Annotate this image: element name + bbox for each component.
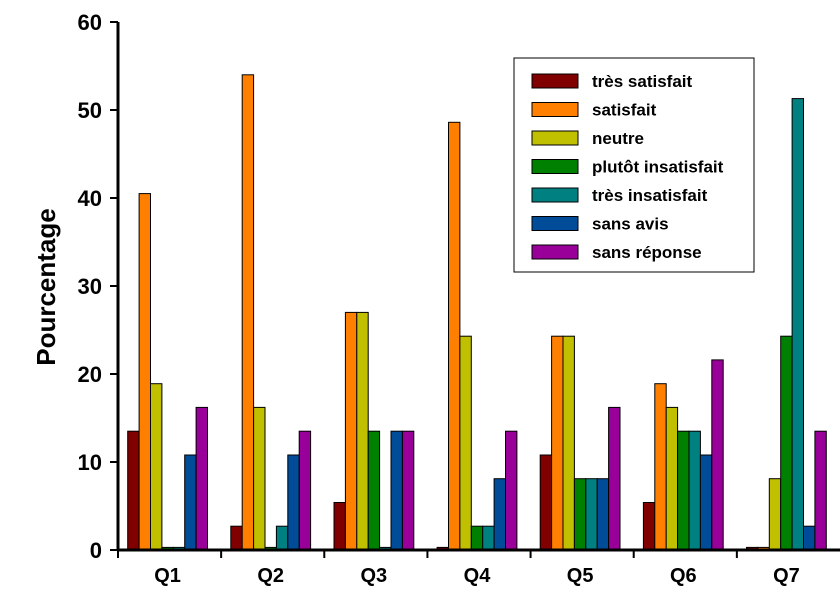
bar	[493, 478, 507, 551]
x-tick-label: Q3	[361, 565, 388, 587]
bar	[711, 359, 724, 551]
bar	[585, 478, 598, 551]
bar	[241, 74, 255, 551]
bar	[803, 525, 816, 551]
bar	[390, 430, 403, 551]
bar	[287, 454, 300, 551]
x-tick-label: Q7	[773, 565, 800, 587]
bar	[539, 454, 553, 551]
bar	[230, 525, 243, 551]
legend-label: plutôt insatisfait	[592, 158, 724, 177]
y-ticks-group: 0 10 20 30 40 50 60	[78, 10, 118, 563]
bar	[654, 383, 667, 551]
bar	[138, 193, 152, 551]
x-tick-label: Q4	[464, 565, 492, 587]
bar	[401, 430, 415, 551]
legend-label: neutre	[592, 129, 644, 148]
bar	[677, 430, 690, 551]
legend-swatch	[531, 159, 579, 174]
bar	[814, 430, 827, 551]
y-tick-label: 30	[78, 274, 102, 299]
legend-swatch	[531, 130, 579, 146]
bar	[573, 478, 587, 551]
bar	[505, 430, 518, 551]
bar	[275, 525, 289, 551]
bar	[367, 430, 381, 551]
bar	[298, 430, 312, 551]
y-axis-label: Pourcentage	[31, 208, 61, 366]
bar	[333, 502, 346, 551]
bar	[459, 335, 472, 551]
x-ticks-group: Q1 Q2 Q3 Q4 Q5 Q6 Q7	[117, 550, 800, 587]
bar	[448, 121, 461, 551]
bar	[665, 406, 679, 551]
bar	[551, 335, 564, 551]
x-tick-label: Q2	[257, 565, 284, 587]
legend-items: très satisfait satisfait neutre plutôt insa…	[531, 72, 724, 262]
bar	[699, 454, 713, 551]
y-tick-label: 40	[78, 186, 102, 211]
bar	[195, 406, 209, 551]
legend-label: sans avis	[592, 215, 669, 234]
bar	[642, 502, 656, 551]
bar	[596, 478, 610, 551]
y-tick-label: 20	[78, 362, 102, 387]
bar	[608, 406, 621, 551]
bar	[344, 311, 358, 551]
legend-swatch	[531, 102, 579, 117]
x-tick-label: Q6	[670, 565, 697, 587]
y-tick-label: 0	[90, 538, 102, 563]
y-tick-label: 50	[78, 98, 102, 123]
bar	[184, 454, 197, 551]
legend-label: sans réponse	[592, 243, 702, 262]
bar	[470, 525, 484, 551]
legend-swatch	[531, 73, 579, 89]
bars-group	[127, 74, 827, 551]
bar	[688, 430, 701, 551]
bar	[562, 335, 575, 551]
bar	[791, 98, 804, 551]
bar	[768, 478, 782, 551]
y-tick-label: 60	[78, 10, 102, 35]
legend-swatch	[531, 244, 579, 260]
bar	[356, 311, 369, 551]
legend-swatch	[531, 187, 579, 203]
bar	[780, 335, 793, 551]
legend-label: satisfait	[592, 101, 657, 120]
y-tick-label: 10	[78, 450, 102, 475]
bar	[253, 406, 266, 551]
legend-swatch	[531, 216, 579, 231]
bar	[127, 430, 140, 551]
bar	[482, 525, 495, 551]
legend-label: très insatisfait	[592, 186, 708, 205]
bar	[150, 383, 163, 551]
legend-label: très satisfait	[592, 72, 692, 91]
legend: très satisfait satisfait neutre plutôt insa…	[513, 57, 755, 273]
x-tick-label: Q5	[567, 565, 594, 587]
x-tick-label: Q1	[154, 565, 181, 587]
